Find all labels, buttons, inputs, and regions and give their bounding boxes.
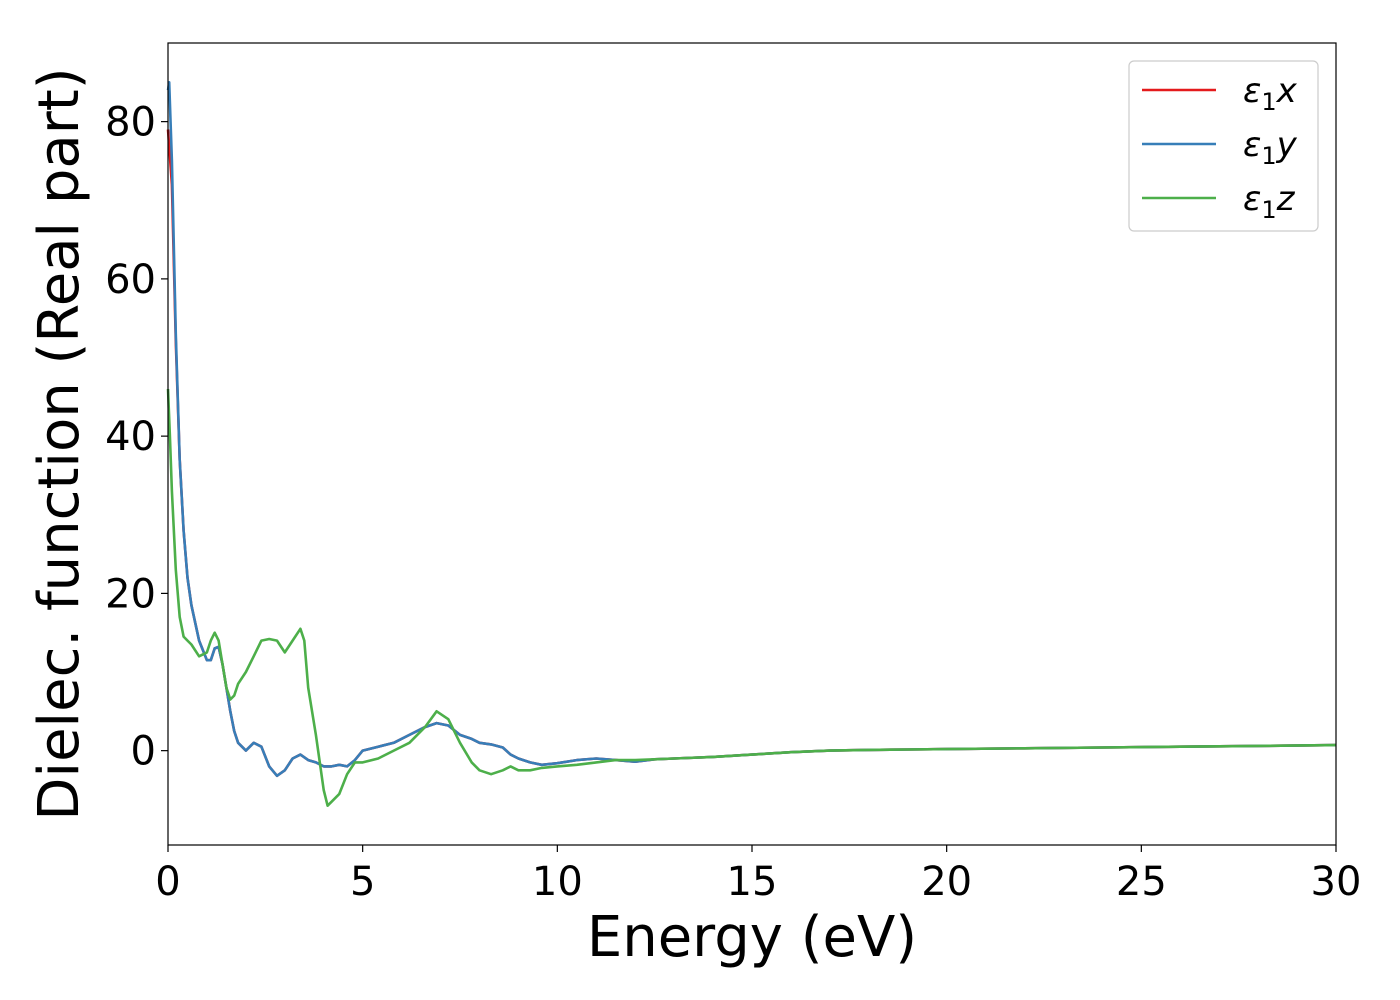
y-axis-ticks: 0 20 40 60 80	[105, 100, 168, 775]
x-axis-ticks: 0 5 10 15 20 25 30	[155, 845, 1361, 905]
y-tick-label: 0	[131, 729, 156, 775]
series-lines	[166, 81, 1337, 808]
x-tick-label: 20	[921, 859, 972, 905]
x-tick-label: 25	[1116, 859, 1167, 905]
x-tick-label: 5	[350, 859, 375, 905]
y-tick-label: 80	[105, 100, 156, 146]
y-axis-label: Dielec. function (Real part)	[27, 67, 92, 820]
y-tick-label: 40	[105, 414, 156, 460]
legend-box	[1128, 60, 1319, 232]
x-tick-label: 30	[1311, 859, 1362, 905]
legend-label-z: ε1z	[1243, 179, 1296, 224]
x-axis-label: Energy (eV)	[587, 905, 917, 970]
y-tick-label: 20	[105, 571, 156, 617]
legend-label-x: ε1x	[1243, 71, 1298, 116]
y-tick-label: 60	[105, 257, 156, 303]
series-line-z	[166, 388, 1337, 808]
x-tick-label: 0	[155, 859, 180, 905]
legend-label-y: ε1y	[1243, 125, 1298, 170]
x-tick-label: 15	[727, 859, 778, 905]
legend: ε1x ε1y ε1z	[1128, 60, 1319, 232]
x-tick-label: 10	[532, 859, 583, 905]
